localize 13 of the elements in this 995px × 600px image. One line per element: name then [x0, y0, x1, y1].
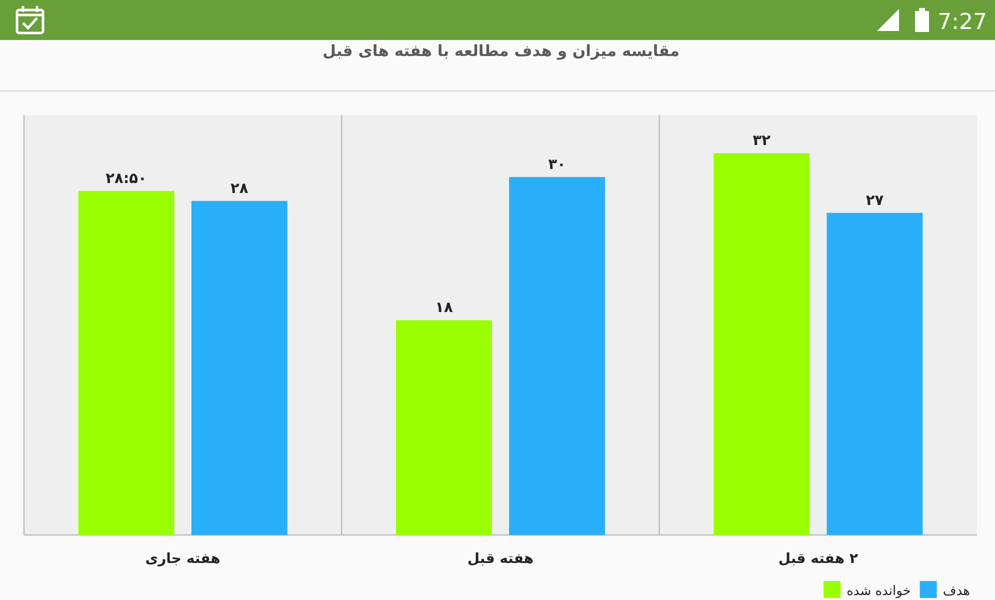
title: مقایسه میزان و هدف مطالعه با هفته های قبل	[322, 42, 680, 60]
data-label: ۲۸:۵۰	[106, 171, 147, 187]
data-label: ۳۲	[752, 133, 770, 150]
category-label: هفته جاری	[145, 551, 220, 567]
data-label: ۲۷	[866, 192, 884, 209]
data-label: ۲۸	[230, 180, 248, 197]
category-label: ۲ هفته قبل	[778, 551, 858, 567]
category-label: هفته قبل	[467, 551, 534, 567]
data-label: ۱۸	[435, 300, 453, 316]
annotation: 7:27	[938, 10, 987, 35]
legend-label: هدف	[942, 584, 970, 599]
data-label: ۳۰	[548, 157, 566, 174]
legend-label: خوانده شده	[846, 584, 911, 599]
